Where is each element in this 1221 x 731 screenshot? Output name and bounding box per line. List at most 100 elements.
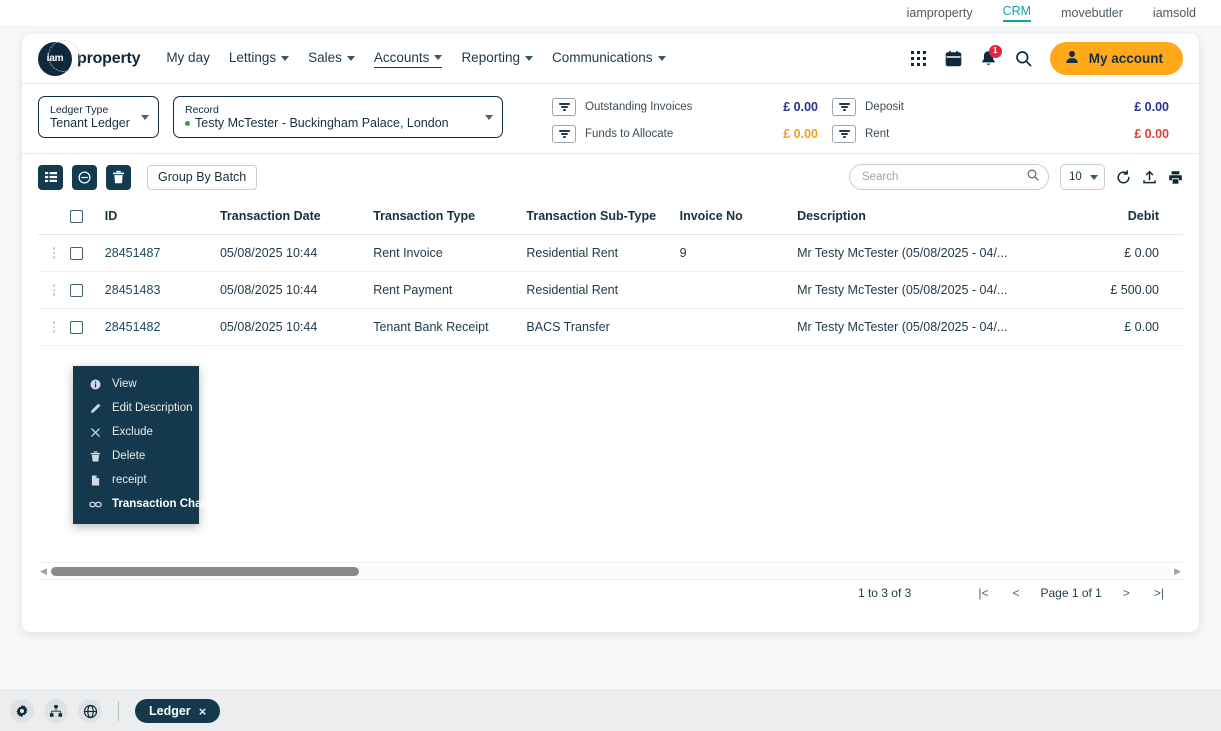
summary-outstanding-invoices: Outstanding Invoices £ 0.00	[552, 98, 832, 116]
row-select[interactable]	[70, 308, 105, 346]
list-view-button[interactable]	[38, 164, 63, 190]
ledger-type-select[interactable]: Ledger Type Tenant Ledger	[38, 96, 159, 138]
th-type[interactable]: Transaction Type	[373, 200, 527, 235]
table-row[interactable]: 28451487 05/08/2025 10:44 Rent Invoice R…	[38, 234, 1183, 272]
row-grip[interactable]	[38, 271, 71, 309]
record-label: Record	[185, 103, 219, 116]
table-toolbar: Group By Batch 10	[22, 153, 1199, 200]
table-row[interactable]: 28451483 05/08/2025 10:44 Rent Payment R…	[38, 271, 1183, 309]
calendar-icon[interactable]	[945, 50, 962, 67]
nav-item-accounts[interactable]: Accounts	[373, 50, 443, 68]
nav-item-reporting[interactable]: Reporting	[461, 50, 533, 67]
row-select[interactable]	[70, 234, 105, 272]
context-menu-item-delete[interactable]: Delete	[73, 444, 199, 468]
brand-link-iamproperty[interactable]: iamproperty	[906, 6, 973, 20]
pagination: 1 to 3 of 3 |< < Page 1 of 1 > >|	[22, 586, 1199, 600]
close-icon[interactable]: ×	[198, 703, 207, 719]
summary-value: £ 0.00	[783, 127, 818, 141]
link-icon	[89, 499, 102, 510]
record-select[interactable]: Record Testy McTester - Buckingham Palac…	[173, 96, 503, 138]
scroll-left-icon[interactable]: ◀	[40, 565, 47, 576]
row-grip[interactable]	[38, 234, 71, 272]
cell-debit: £ 0.00	[1044, 234, 1183, 272]
row-checkbox[interactable]	[70, 320, 84, 334]
taskbar-window-ledger[interactable]: Ledger ×	[135, 699, 221, 723]
context-menu-item-edit-description[interactable]: Edit Description	[73, 396, 199, 420]
gear-icon[interactable]	[10, 699, 34, 723]
last-page-button[interactable]: >|	[1153, 586, 1164, 600]
my-account-label: My account	[1088, 51, 1163, 66]
th-description[interactable]: Description	[797, 200, 1045, 235]
trash-icon	[89, 450, 102, 462]
context-menu-item-exclude[interactable]: Exclude	[73, 420, 199, 444]
transactions-table-wrap: ID Transaction Date Transaction Type Tra…	[22, 200, 1199, 346]
context-menu-item-view[interactable]: View	[73, 372, 199, 396]
th-invoice-no[interactable]: Invoice No	[679, 200, 798, 235]
th-date[interactable]: Transaction Date	[219, 200, 374, 235]
cell-id[interactable]: 28451483	[104, 283, 161, 297]
th-subtype[interactable]: Transaction Sub-Type	[526, 200, 680, 235]
nav-item-lettings[interactable]: Lettings	[229, 50, 290, 67]
refresh-icon[interactable]	[1116, 169, 1131, 185]
chevron-down-icon	[434, 55, 443, 60]
brand-bar: iamproperty CRM movebutler iamsold	[0, 0, 1221, 27]
brand-link-iamsold[interactable]: iamsold	[1152, 6, 1196, 20]
scroll-right-icon[interactable]: ▶	[1174, 565, 1181, 576]
th-select-all	[70, 200, 105, 235]
horizontal-scrollbar[interactable]: ◀ ▶	[38, 562, 1183, 580]
search-input[interactable]	[862, 171, 1027, 183]
cell-date: 05/08/2025 10:44	[219, 308, 374, 346]
row-select[interactable]	[70, 271, 105, 309]
th-debit[interactable]: Debit	[1044, 200, 1183, 235]
cell-invoice-no	[679, 308, 798, 346]
logo[interactable]: iam property	[38, 39, 141, 76]
row-grip[interactable]	[38, 308, 71, 346]
table-row[interactable]: 28451482 05/08/2025 10:44 Tenant Bank Re…	[38, 308, 1183, 346]
help-globe-icon[interactable]	[78, 699, 102, 723]
context-menu-item-transaction-chain[interactable]: Transaction Chain	[73, 492, 212, 516]
brand-link-movebutler[interactable]: movebutler	[1061, 6, 1123, 20]
cross-icon	[89, 427, 102, 438]
delete-button[interactable]	[106, 164, 131, 190]
search-icon[interactable]	[1027, 168, 1039, 186]
context-menu-item-receipt[interactable]: receipt	[73, 468, 199, 492]
filter-funnel-icon[interactable]	[552, 125, 576, 143]
th-id[interactable]: ID	[104, 200, 220, 235]
search-icon[interactable]	[1015, 50, 1032, 67]
prev-page-button[interactable]: <	[1012, 586, 1020, 600]
scrollbar-thumb[interactable]	[50, 566, 359, 576]
drag-handle-icon[interactable]	[38, 247, 70, 259]
row-checkbox[interactable]	[70, 283, 84, 297]
nav-label: Reporting	[461, 50, 520, 65]
cell-id[interactable]: 28451487	[104, 246, 161, 260]
apps-grid-icon[interactable]	[910, 50, 927, 67]
filter-funnel-icon[interactable]	[832, 125, 856, 143]
nav-item-communications[interactable]: Communications	[552, 50, 666, 67]
group-by-batch-button[interactable]: Group By Batch	[147, 164, 258, 190]
my-account-button[interactable]: My account	[1049, 42, 1183, 75]
org-chart-icon[interactable]	[44, 699, 68, 723]
cell-date: 05/08/2025 10:44	[219, 234, 374, 272]
search-box[interactable]	[849, 164, 1049, 190]
export-icon[interactable]	[1142, 170, 1157, 185]
filter-funnel-icon[interactable]	[832, 98, 856, 116]
nav-item-my-day[interactable]: My day	[166, 50, 210, 67]
select-all-checkbox[interactable]	[70, 209, 84, 223]
chevron-down-icon	[485, 115, 493, 120]
logo-wordmark: property	[77, 49, 141, 67]
page-size-select[interactable]: 10	[1060, 164, 1105, 190]
nav-item-sales[interactable]: Sales	[308, 50, 355, 67]
drag-handle-icon[interactable]	[38, 284, 70, 296]
next-page-button[interactable]: >	[1122, 586, 1130, 600]
drag-handle-icon[interactable]	[38, 321, 70, 333]
exclude-button[interactable]	[72, 164, 97, 190]
first-page-button[interactable]: |<	[978, 586, 989, 600]
main-nav: My day Lettings Sales Accounts Reporting…	[166, 50, 666, 68]
cell-id[interactable]: 28451482	[104, 320, 161, 334]
row-checkbox[interactable]	[70, 246, 84, 260]
brand-link-crm[interactable]: CRM	[1002, 4, 1032, 22]
print-icon[interactable]	[1168, 170, 1183, 185]
filter-funnel-icon[interactable]	[552, 98, 576, 116]
scrollbar-track[interactable]	[50, 566, 1171, 576]
notification-bell-icon[interactable]: 1	[980, 44, 1002, 68]
